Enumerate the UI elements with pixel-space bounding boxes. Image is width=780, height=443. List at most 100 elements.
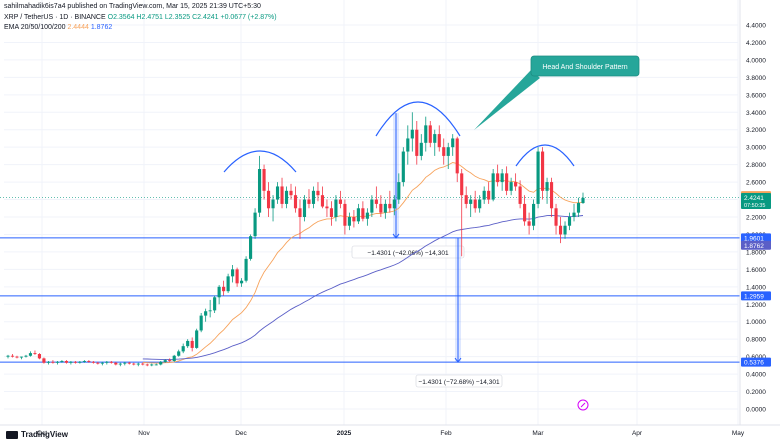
candle-body: [231, 269, 235, 277]
candle-body: [338, 199, 342, 204]
y-tick-label: 4.0000: [746, 57, 766, 64]
candle-body: [464, 195, 468, 204]
candle-body: [177, 351, 181, 356]
measure-1-label-box: [351, 245, 465, 259]
y-tick-label: 2.6000: [746, 180, 766, 187]
candle-body: [356, 208, 360, 222]
candle-body: [217, 286, 221, 298]
candle-body: [127, 362, 131, 364]
measure-2-label-box: [415, 374, 503, 388]
y-tick-label: 0.2000: [746, 389, 766, 396]
candle-body: [132, 363, 136, 365]
x-tick-label: Oct: [37, 430, 47, 437]
candle-body: [222, 286, 226, 292]
y-tick-label: 0.8000: [746, 337, 766, 344]
candle-body: [55, 361, 59, 363]
price-badges: 1.96011.29590.53762.44442.424107:50:351.…: [741, 191, 771, 367]
left-shoulder-arc: [223, 150, 297, 173]
candle-body: [284, 190, 289, 204]
candle-body: [60, 361, 64, 362]
candle-body: [554, 208, 558, 226]
candle-body: [168, 360, 172, 361]
measure-1-label: −1.4301 (−42.06%) −14,301: [367, 250, 449, 257]
ema-value-1: 2.4444: [67, 24, 89, 31]
candle-body: [347, 217, 351, 226]
candle-body: [240, 280, 244, 284]
replay-icon[interactable]: [577, 399, 589, 411]
candle-body: [141, 363, 145, 365]
candle-body: [302, 199, 307, 217]
y-tick-label: 3.4000: [746, 110, 766, 117]
candle-body: [10, 355, 15, 357]
candle-body: [275, 186, 280, 200]
candle-body: [581, 197, 585, 204]
price-badge-last-text: 2.4241: [744, 195, 764, 202]
candle-body: [527, 221, 531, 226]
candle-body: [365, 212, 369, 219]
candle-body: [307, 199, 311, 204]
y-tick-label: 1.6000: [746, 267, 766, 274]
candle-body: [370, 199, 374, 213]
candle-body: [433, 134, 437, 143]
candle-body: [509, 182, 513, 191]
x-tick-label: Feb: [440, 430, 452, 437]
candle-body: [451, 138, 455, 148]
candle-body: [37, 354, 42, 359]
candle-body: [42, 358, 46, 363]
candle-body: [329, 208, 334, 217]
callout-box: [530, 55, 640, 77]
x-tick-label: Dec: [235, 430, 247, 437]
symbol-line: XRP / TetherUS · 1D · BINANCE O2.3564 H2…: [4, 14, 277, 21]
candle-body: [545, 182, 549, 191]
candle-body: [15, 356, 19, 358]
candle-body: [181, 346, 185, 352]
candle-body: [401, 151, 405, 183]
ema-label: EMA 20/50/100/200: [4, 24, 66, 31]
candle-body: [82, 361, 86, 362]
candle-body: [105, 361, 109, 363]
ema-50-line: [142, 162, 584, 364]
candlesticks: [6, 112, 585, 367]
candle-body: [199, 315, 203, 331]
y-tick-label: 3.0000: [746, 145, 766, 152]
candle-body: [6, 355, 10, 357]
y-tick-label: 4.4000: [746, 23, 766, 30]
candle-body: [150, 364, 154, 366]
y-tick-label: 2.8000: [746, 162, 766, 169]
candle-body: [293, 195, 298, 209]
y-tick-label: 3.8000: [746, 75, 766, 82]
candle-body: [505, 173, 509, 191]
candle-body: [361, 208, 365, 219]
candle-body: [536, 151, 540, 204]
level-badge-bg: [741, 357, 771, 367]
y-tick-label: 1.2000: [746, 302, 766, 309]
candle-body: [266, 190, 271, 209]
y-tick-label: 4.2000: [746, 40, 766, 47]
candle-body: [567, 217, 572, 226]
level-badge-bg: [741, 233, 771, 243]
level-badge-text: 0.5376: [744, 360, 764, 367]
candle-body: [406, 138, 410, 152]
y-tick-label: 1.4000: [746, 284, 766, 291]
candle-body: [78, 361, 82, 363]
candle-body: [549, 182, 554, 209]
tradingview-logo[interactable]: TradingView: [6, 430, 68, 439]
candle-body: [114, 362, 118, 365]
candle-body: [514, 182, 518, 187]
candle-body: [482, 190, 486, 200]
candle-body: [487, 190, 491, 200]
candle-body: [172, 355, 176, 361]
support-levels: [0, 197, 740, 363]
candle-body: [446, 147, 450, 156]
candle-body: [213, 297, 217, 311]
candle-body: [563, 225, 567, 235]
ohlc-values: O2.3564 H2.4751 L2.3525 C2.4241 +0.0677 …: [107, 14, 277, 21]
candle-body: [69, 361, 73, 363]
candle-body: [532, 203, 536, 226]
candle-body: [491, 173, 495, 200]
head-shoulder-arcs: [223, 101, 575, 173]
candle-body: [28, 353, 33, 356]
candle-body: [159, 361, 163, 365]
y-tick-label: 0.4000: [746, 372, 766, 379]
